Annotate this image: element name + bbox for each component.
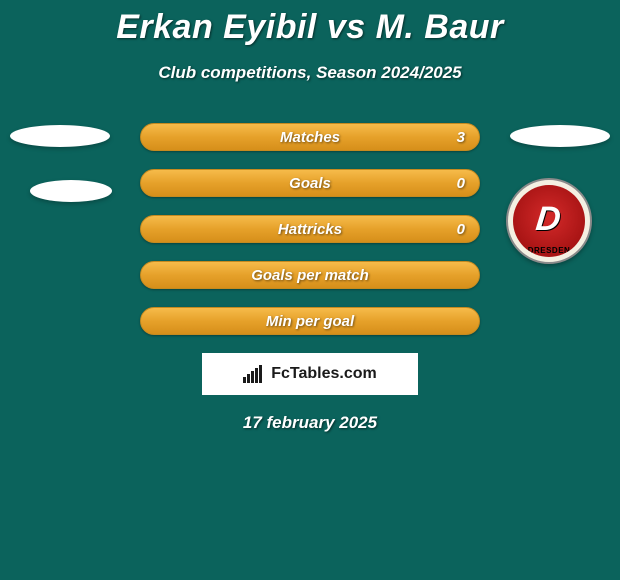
- right-team-logo-placeholder: [510, 125, 610, 147]
- stat-value-right: 0: [457, 221, 465, 238]
- stat-bar-goals: Goals 0: [140, 169, 480, 197]
- fctables-label: FcTables.com: [271, 365, 377, 383]
- bar-chart-icon: [243, 365, 265, 383]
- stat-label: Goals: [289, 175, 331, 192]
- stat-bar-hattricks: Hattricks 0: [140, 215, 480, 243]
- stat-label: Goals per match: [251, 267, 369, 284]
- stat-bar-matches: Matches 3: [140, 123, 480, 151]
- stat-label: Hattricks: [278, 221, 342, 238]
- stat-label: Matches: [280, 129, 340, 146]
- stat-bar-goals-per-match: Goals per match: [140, 261, 480, 289]
- stat-value-right: 3: [457, 129, 465, 146]
- club-badge: D DRESDEN: [506, 178, 592, 264]
- date-line: 17 february 2025: [0, 413, 620, 433]
- left-team-logo-placeholder-1: [10, 125, 110, 147]
- left-team-logo-placeholder-2: [30, 180, 112, 202]
- stat-bar-min-per-goal: Min per goal: [140, 307, 480, 335]
- club-badge-inner: D DRESDEN: [513, 185, 585, 257]
- page-title: Erkan Eyibil vs M. Baur: [0, 8, 620, 47]
- club-badge-letter: D: [534, 200, 563, 239]
- club-badge-banner: DRESDEN: [513, 246, 585, 255]
- subtitle: Club competitions, Season 2024/2025: [0, 63, 620, 83]
- stat-label: Min per goal: [266, 313, 354, 330]
- stat-value-right: 0: [457, 175, 465, 192]
- fctables-attribution: FcTables.com: [202, 353, 418, 395]
